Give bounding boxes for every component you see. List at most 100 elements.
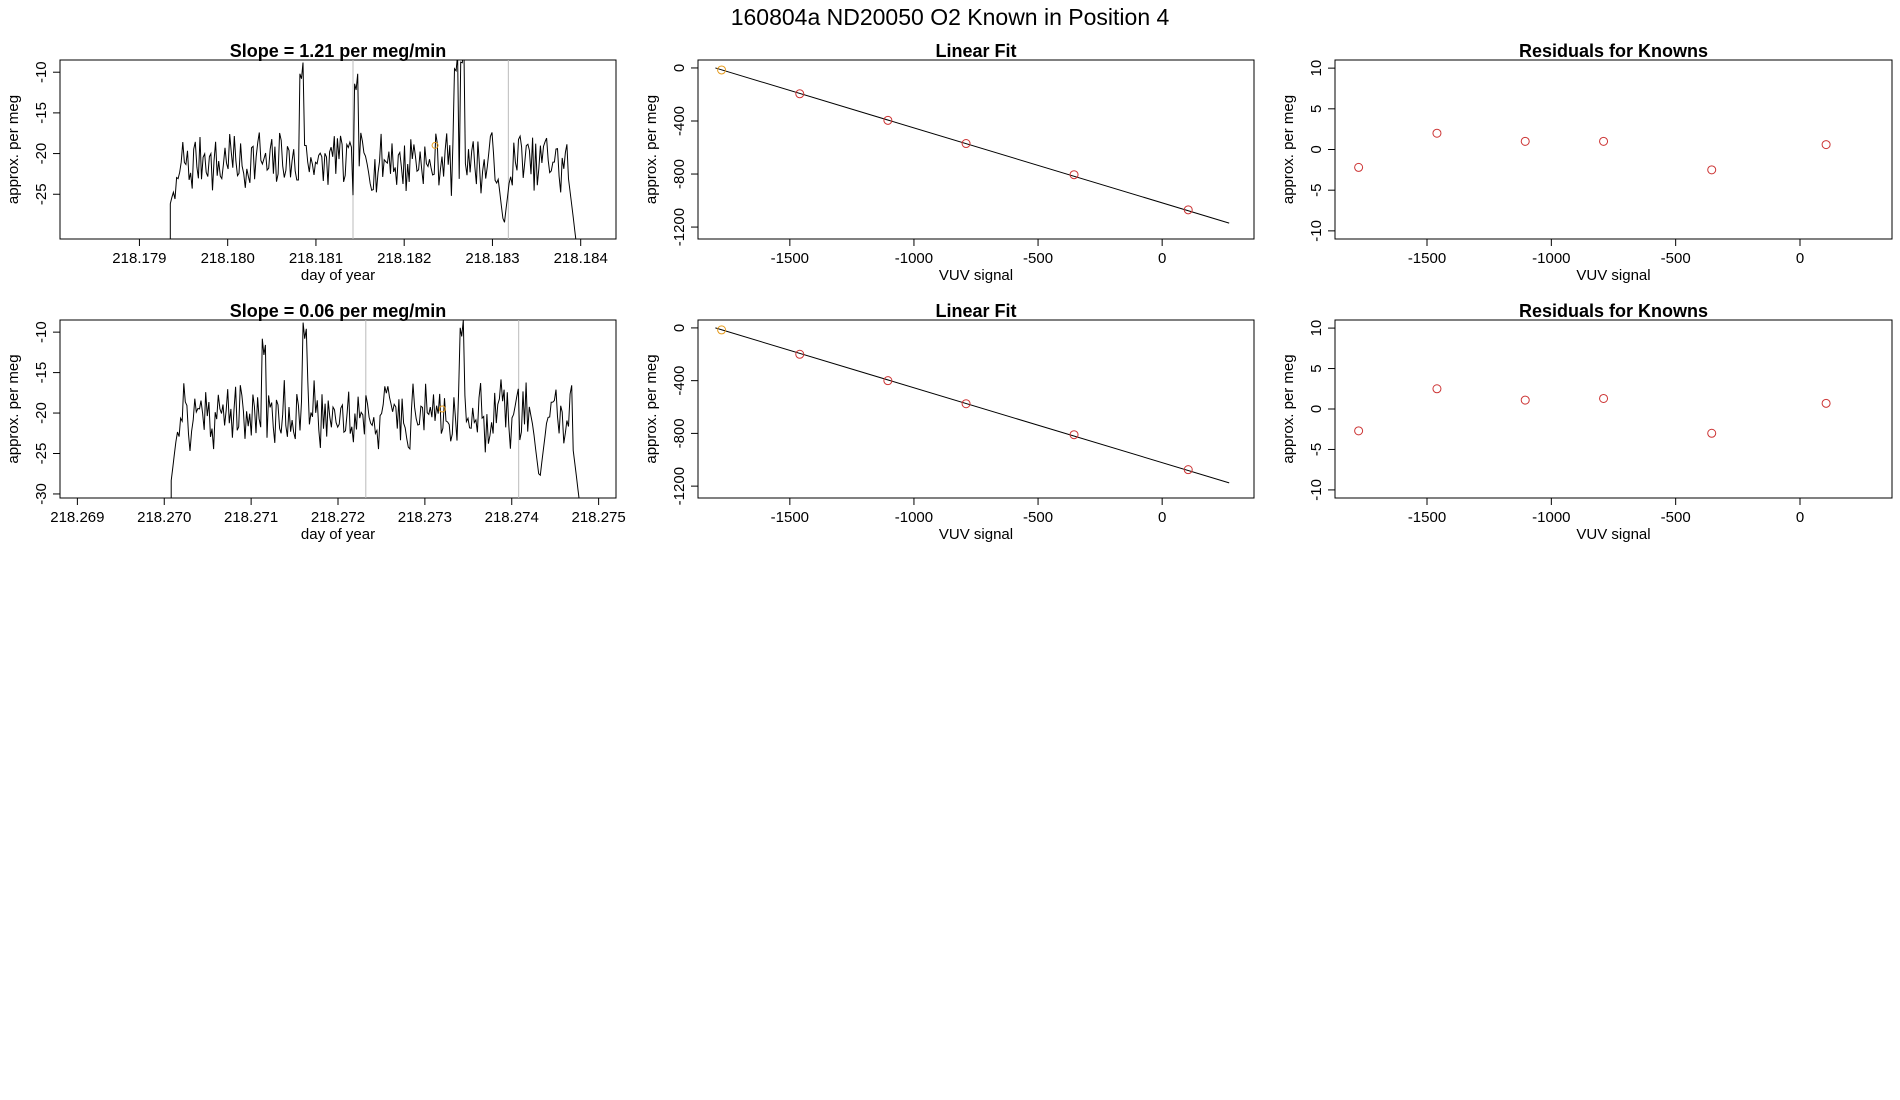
y-axis-label: approx. per meg bbox=[643, 95, 660, 204]
y-tick-label: 0 bbox=[671, 324, 688, 332]
x-tick-label: 0 bbox=[1796, 509, 1804, 526]
plot-frame bbox=[59, 319, 617, 499]
y-axis-label: approx. per meg bbox=[643, 354, 660, 463]
y-tick-label: -30 bbox=[33, 483, 50, 505]
y-tick-label: 10 bbox=[1308, 320, 1325, 337]
plot-frame bbox=[697, 59, 1255, 240]
x-tick-label: 218.273 bbox=[398, 509, 452, 526]
y-tick-label: -1200 bbox=[671, 467, 688, 505]
data-point bbox=[1707, 165, 1717, 175]
chart-title: Linear Fit bbox=[935, 301, 1016, 321]
data-layer bbox=[715, 325, 1230, 484]
data-point bbox=[1432, 384, 1442, 394]
chart-title: Residuals for Knowns bbox=[1519, 301, 1708, 321]
chart-title: Residuals for Knowns bbox=[1519, 41, 1708, 61]
y-axis-label: approx. per meg bbox=[5, 354, 22, 463]
chart-title: Slope = 0.06 per meg/min bbox=[230, 301, 447, 321]
chart-panel-3: Residuals for Knowns -1500 -1000 -500 0 10 5 0 -… bbox=[1280, 41, 1893, 284]
y-tick-label: -10 bbox=[33, 61, 50, 83]
plot-frame bbox=[1334, 319, 1893, 499]
x-tick-label: 218.275 bbox=[572, 509, 626, 526]
x-tick-label: 0 bbox=[1796, 250, 1804, 267]
y-tick-label: -20 bbox=[33, 143, 50, 165]
data-point bbox=[1520, 136, 1530, 146]
data-point bbox=[1432, 128, 1442, 138]
y-tick-label: -400 bbox=[671, 106, 688, 136]
chart-panel-2: Linear Fit -1500 -1000 -500 0 0 -400 -800 -1200 V… bbox=[643, 41, 1255, 284]
fit-line bbox=[715, 67, 1230, 224]
x-tick-label: 218.269 bbox=[50, 509, 104, 526]
data-point bbox=[1520, 395, 1530, 405]
y-tick-label: -15 bbox=[33, 102, 50, 124]
panels-group: Slope = 1.21 per meg/min 218.179 218.180 21… bbox=[5, 41, 1893, 543]
data-point bbox=[883, 115, 893, 125]
y-tick-label: 10 bbox=[1308, 60, 1325, 77]
y-tick-label: 0 bbox=[1308, 145, 1325, 153]
data-point bbox=[1354, 426, 1364, 436]
y-axis-label: approx. per meg bbox=[1280, 95, 1297, 204]
x-tick-label: -1000 bbox=[1532, 509, 1570, 526]
y-tick-label: -10 bbox=[33, 321, 50, 343]
x-tick-label: 218.179 bbox=[112, 250, 166, 267]
data-layer bbox=[715, 65, 1230, 224]
y-tick-label: -10 bbox=[1308, 220, 1325, 242]
y-tick-label: 0 bbox=[1308, 405, 1325, 413]
y-tick-label: -400 bbox=[671, 366, 688, 396]
y-tick-label: -1200 bbox=[671, 208, 688, 246]
data-point bbox=[1354, 162, 1364, 172]
y-tick-label: -800 bbox=[671, 159, 688, 189]
x-axis-label: VUV signal bbox=[1576, 267, 1650, 284]
data-point bbox=[883, 376, 893, 386]
y-tick-label: -5 bbox=[1308, 184, 1325, 197]
y-tick-label: -20 bbox=[33, 402, 50, 424]
x-axis-label: day of year bbox=[301, 526, 375, 543]
data-point bbox=[717, 325, 727, 335]
y-tick-label: 5 bbox=[1308, 364, 1325, 372]
y-tick-label: -25 bbox=[33, 443, 50, 465]
chart-panel-1: Slope = 1.21 per meg/min 218.179 218.180 21… bbox=[5, 41, 617, 284]
highlight-point bbox=[438, 405, 446, 413]
y-tick-label: -800 bbox=[671, 418, 688, 448]
x-tick-label: 218.182 bbox=[377, 250, 431, 267]
chart-panel-5: Linear Fit -1500 -1000 -500 0 0 -400 -800 -1200 V… bbox=[643, 301, 1255, 543]
x-tick-label: 218.270 bbox=[137, 509, 191, 526]
y-axis-label: approx. per meg bbox=[5, 95, 22, 204]
x-tick-label: -1000 bbox=[1532, 250, 1570, 267]
x-tick-label: -500 bbox=[1661, 509, 1691, 526]
data-point bbox=[1183, 205, 1193, 215]
plot-frame bbox=[1334, 59, 1893, 240]
x-tick-label: 0 bbox=[1158, 250, 1166, 267]
x-tick-label: -1000 bbox=[895, 250, 933, 267]
data-point bbox=[1599, 393, 1609, 403]
chart-title: Linear Fit bbox=[935, 41, 1016, 61]
y-tick-label: -25 bbox=[33, 183, 50, 205]
chart-panel-4: Slope = 0.06 per meg/min 218.269 218.270 21… bbox=[5, 301, 626, 543]
y-tick-label: -10 bbox=[1308, 479, 1325, 501]
x-tick-label: -1500 bbox=[1408, 509, 1446, 526]
series-line bbox=[170, 320, 580, 498]
x-tick-label: -1500 bbox=[1408, 250, 1446, 267]
data-point bbox=[1821, 140, 1831, 150]
data-point bbox=[1183, 465, 1193, 475]
x-tick-label: -500 bbox=[1023, 250, 1053, 267]
x-axis-label: VUV signal bbox=[939, 267, 1013, 284]
x-tick-label: -1500 bbox=[771, 250, 809, 267]
y-tick-label: -5 bbox=[1308, 443, 1325, 456]
data-point bbox=[1069, 430, 1079, 440]
data-point bbox=[1707, 428, 1717, 438]
chart-title: Slope = 1.21 per meg/min bbox=[230, 41, 447, 61]
y-tick-label: 0 bbox=[671, 64, 688, 72]
data-point bbox=[795, 349, 805, 359]
data-point bbox=[961, 399, 971, 409]
data-point bbox=[1821, 398, 1831, 408]
x-tick-label: 218.184 bbox=[554, 250, 608, 267]
data-point bbox=[1599, 136, 1609, 146]
data-point bbox=[1069, 170, 1079, 180]
x-tick-label: -1500 bbox=[771, 509, 809, 526]
x-axis-label: day of year bbox=[301, 267, 375, 284]
plot-frame bbox=[697, 319, 1255, 499]
data-point bbox=[717, 65, 727, 75]
x-axis-label: VUV signal bbox=[1576, 526, 1650, 543]
x-tick-label: 218.272 bbox=[311, 509, 365, 526]
